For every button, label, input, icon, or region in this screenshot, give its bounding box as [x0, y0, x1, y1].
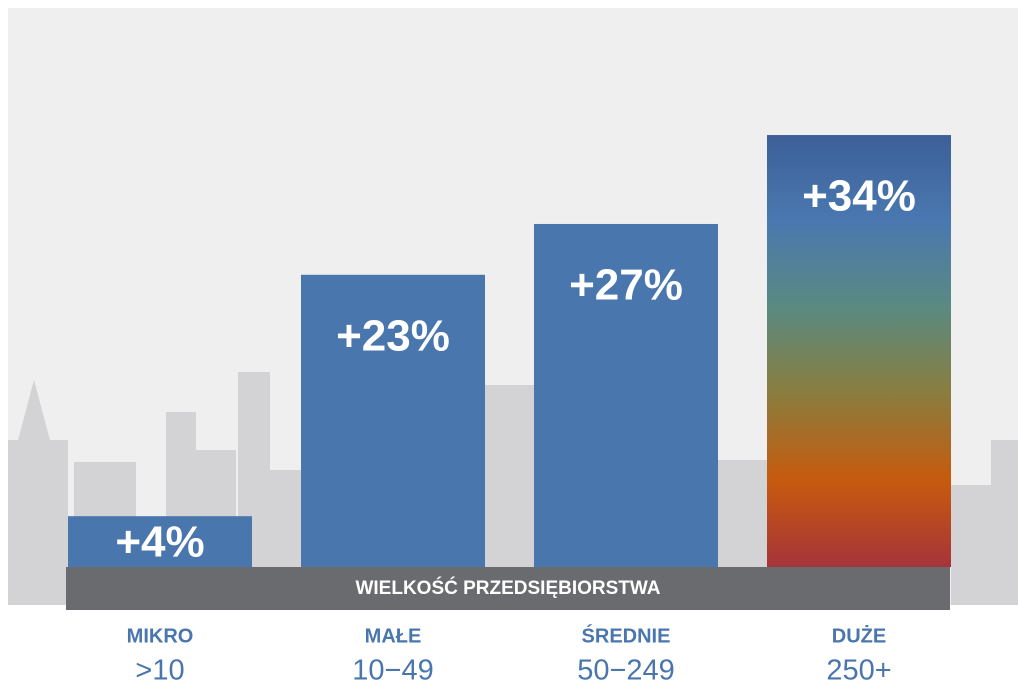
x-tick-label: DUŻE	[832, 624, 886, 647]
x-tick-sublabel: 10−49	[352, 655, 433, 687]
x-axis-label: WIELKOŚĆ PRZEDSIĘBIORSTWA	[355, 577, 660, 599]
value-label: +34%	[802, 172, 916, 221]
x-tick-sublabel: 50−249	[577, 655, 675, 687]
x-tick-label: ŚREDNIE	[582, 623, 671, 647]
x-tick-sublabel: >10	[135, 655, 184, 687]
x-tick-sublabel: 250+	[826, 655, 891, 687]
x-tick-label: MAŁE	[365, 625, 422, 647]
chart: +4% MIKRO >10 +23% MAŁE 10−49 +27% ŚREDNIE 50−24…	[0, 0, 1018, 688]
value-label: +27%	[569, 261, 683, 310]
value-label: +4%	[115, 518, 204, 567]
x-tick-label: MIKRO	[127, 625, 194, 647]
value-label: +23%	[336, 311, 450, 360]
